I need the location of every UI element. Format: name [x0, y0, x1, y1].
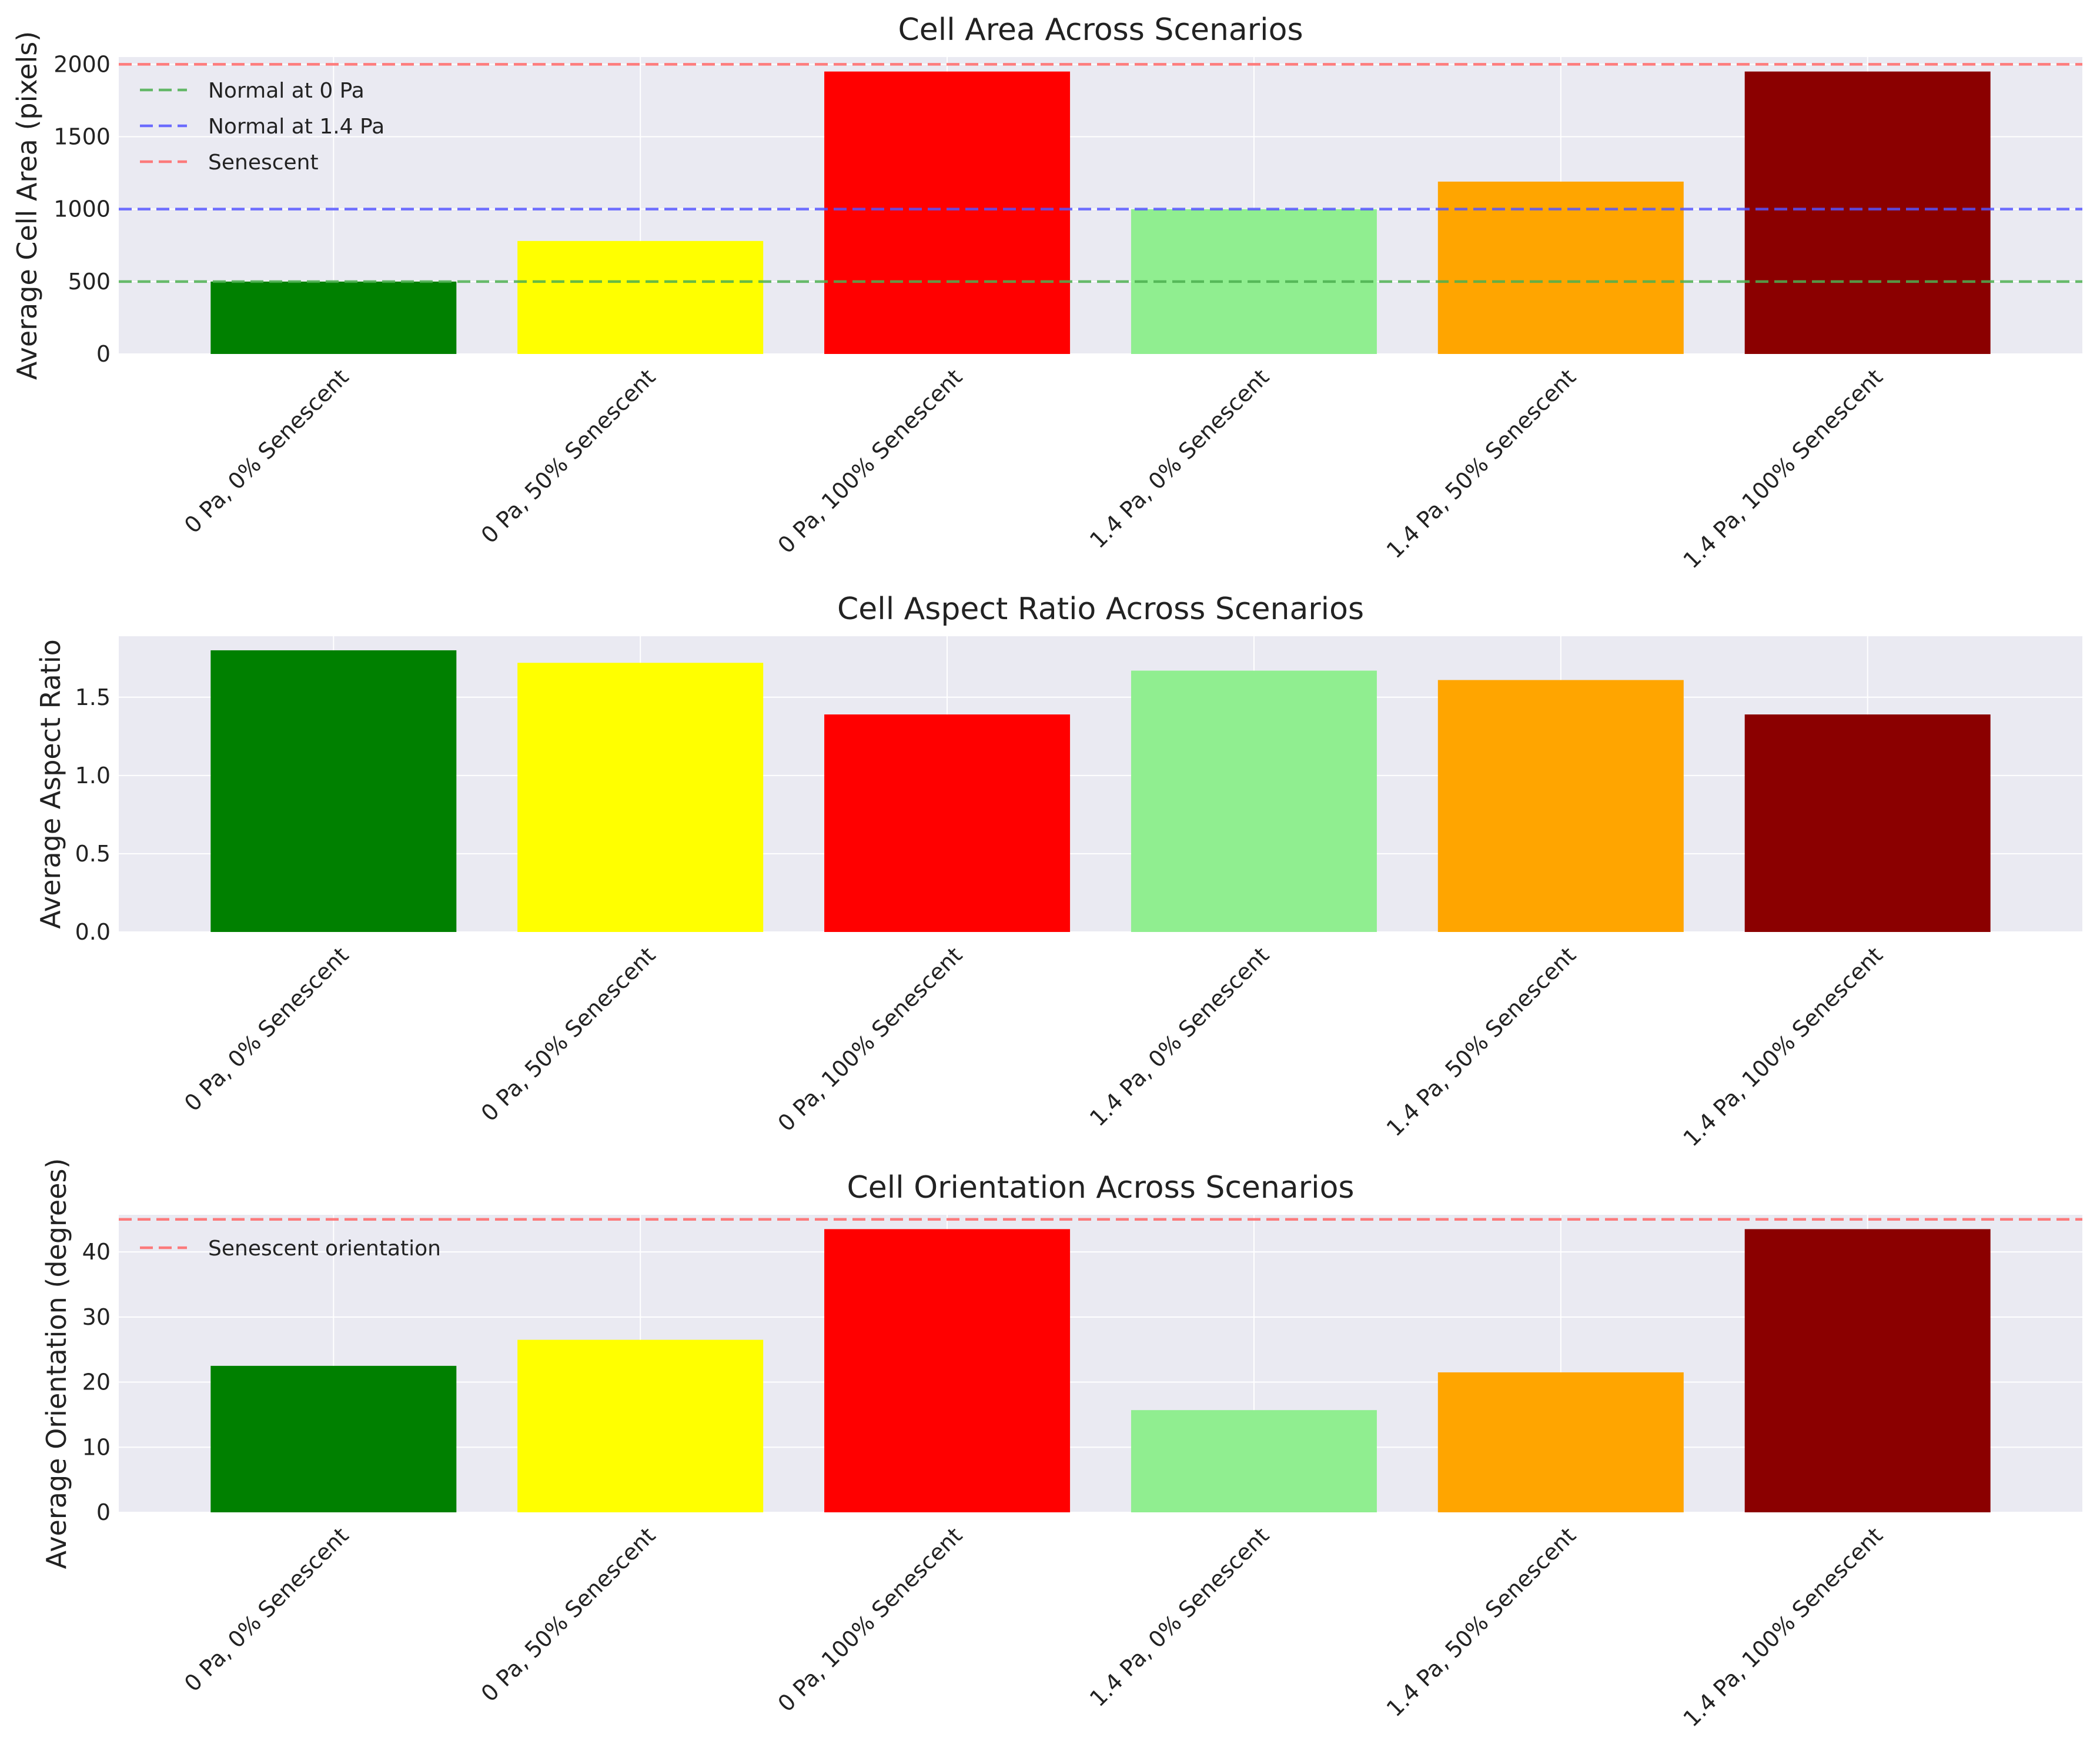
y-tick-label: 1.0 — [75, 763, 111, 789]
bar — [517, 663, 764, 932]
x-tick-label: 0 Pa, 0% Senescent — [179, 942, 353, 1116]
bar — [517, 1339, 764, 1512]
y-tick-label: 0.5 — [75, 841, 111, 867]
y-tick-label: 1.5 — [75, 684, 111, 710]
y-tick-label: 0 — [96, 341, 111, 367]
x-tick-label: 0 Pa, 0% Senescent — [179, 364, 353, 538]
x-tick-label: 0 Pa, 100% Senescent — [773, 364, 968, 559]
y-tick-label: 40 — [82, 1239, 111, 1265]
bar — [1437, 1372, 1684, 1512]
y-tick-label: 1000 — [53, 196, 111, 222]
legend-label: Senescent — [208, 151, 319, 175]
x-tick-label: 1.4 Pa, 50% Senescent — [1382, 364, 1581, 563]
bar — [1437, 680, 1684, 932]
legend-label: Senescent orientation — [208, 1237, 441, 1261]
bar — [824, 1229, 1071, 1512]
legend: Senescent orientation — [140, 1237, 441, 1261]
bar — [1131, 1410, 1377, 1512]
y-axis-label: Average Aspect Ratio — [35, 639, 66, 929]
legend-label: Normal at 0 Pa — [208, 79, 365, 103]
bar — [1131, 670, 1377, 932]
y-tick-label: 500 — [68, 269, 111, 295]
y-tick-label: 0.0 — [75, 919, 111, 945]
x-tick-label: 0 Pa, 100% Senescent — [773, 942, 968, 1137]
y-axis-label: Average Cell Area (pixels) — [11, 31, 43, 380]
chart-title: Cell Aspect Ratio Across Scenarios — [837, 592, 1364, 627]
y-tick-label: 20 — [82, 1369, 111, 1395]
bars — [210, 1229, 1991, 1512]
y-axis-label: Average Orientation (degrees) — [41, 1158, 72, 1569]
x-tick-label: 1.4 Pa, 0% Senescent — [1085, 1522, 1274, 1712]
legend-label: Normal at 1.4 Pa — [208, 115, 384, 139]
bar — [1744, 714, 1991, 932]
x-ticks: 0 Pa, 0% Senescent 0 Pa, 50% Senescent 0 P… — [179, 942, 1888, 1151]
x-tick-label: 1.4 Pa, 100% Senescent — [1678, 942, 1888, 1151]
x-ticks: 0 Pa, 0% Senescent 0 Pa, 50% Senescent 0 P… — [179, 364, 1888, 573]
panel-orientation: Cell Orientation Across Scenarios Averag… — [41, 1158, 2082, 1732]
y-tick-label: 30 — [82, 1304, 111, 1330]
bar — [517, 240, 764, 354]
x-tick-label: 0 Pa, 100% Senescent — [773, 1522, 968, 1717]
y-tick-label: 0 — [96, 1499, 111, 1525]
x-tick-label: 1.4 Pa, 0% Senescent — [1085, 942, 1274, 1131]
x-tick-label: 0 Pa, 0% Senescent — [179, 1522, 353, 1696]
chart-title: Cell Area Across Scenarios — [898, 12, 1303, 48]
x-tick-label: 1.4 Pa, 50% Senescent — [1382, 942, 1581, 1141]
bar — [1437, 181, 1684, 354]
x-tick-label: 0 Pa, 50% Senescent — [476, 364, 661, 549]
x-tick-label: 1.4 Pa, 0% Senescent — [1085, 364, 1274, 553]
x-tick-label: 0 Pa, 50% Senescent — [476, 1522, 661, 1707]
x-tick-label: 1.4 Pa, 50% Senescent — [1382, 1522, 1581, 1722]
x-tick-label: 1.4 Pa, 100% Senescent — [1678, 364, 1888, 573]
chart-title: Cell Orientation Across Scenarios — [847, 1170, 1355, 1205]
bar — [210, 281, 457, 354]
bars — [210, 650, 1991, 932]
x-ticks: 0 Pa, 0% Senescent 0 Pa, 50% Senescent 0 P… — [179, 1522, 1888, 1732]
bar — [210, 1365, 457, 1512]
bar — [210, 650, 457, 932]
y-tick-label: 2000 — [53, 51, 111, 77]
legend: Normal at 0 Pa Normal at 1.4 Pa Senescent — [140, 79, 384, 175]
panel-aspect-ratio: Cell Aspect Ratio Across Scenarios Avera… — [35, 592, 2082, 1151]
bar — [824, 714, 1071, 932]
y-tick-label: 1500 — [53, 123, 111, 149]
y-ticks: 0 10 20 30 40 — [82, 1239, 111, 1525]
x-tick-label: 0 Pa, 50% Senescent — [476, 942, 661, 1127]
reference-lines — [119, 63, 2082, 283]
y-ticks: 0 500 1000 1500 2000 — [53, 51, 111, 367]
y-ticks: 0.0 0.5 1.0 1.5 — [75, 684, 111, 945]
bar — [1744, 1229, 1991, 1512]
x-tick-label: 1.4 Pa, 100% Senescent — [1678, 1522, 1888, 1732]
panel-cell-area: Cell Area Across Scenarios Average Cell … — [11, 12, 2082, 573]
bar — [824, 71, 1071, 354]
bar — [1744, 71, 1991, 354]
y-tick-label: 10 — [82, 1434, 111, 1460]
